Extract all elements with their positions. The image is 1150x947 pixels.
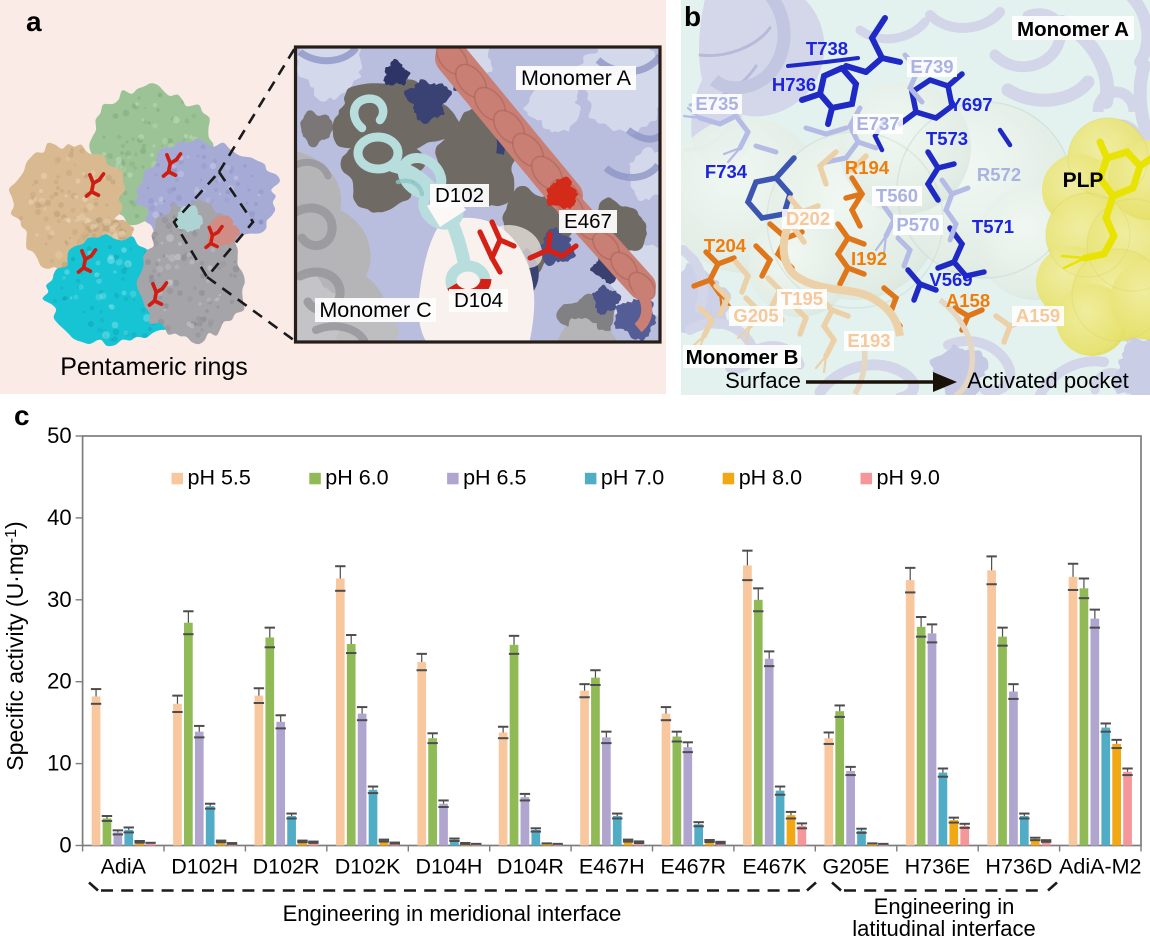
svg-text:T560: T560 (876, 185, 918, 206)
svg-text:Engineering in meridional inte: Engineering in meridional interface (283, 901, 622, 926)
svg-text:T571: T571 (972, 216, 1014, 237)
svg-text:T573: T573 (926, 128, 968, 149)
svg-text:Activated pocket: Activated pocket (967, 368, 1128, 393)
svg-text:latitudinal interface: latitudinal interface (852, 916, 1035, 941)
svg-text:pH 9.0: pH 9.0 (877, 465, 940, 489)
svg-text:D202: D202 (786, 208, 830, 229)
svg-text:Y697: Y697 (949, 94, 992, 115)
svg-text:pH 6.0: pH 6.0 (325, 465, 388, 489)
svg-text:Engineering in: Engineering in (874, 894, 1015, 919)
svg-text:H736E: H736E (905, 855, 971, 879)
svg-text:pH 6.5: pH 6.5 (463, 465, 526, 489)
svg-text:G205E: G205E (823, 855, 890, 879)
svg-text:30: 30 (47, 587, 71, 612)
svg-text:pH 8.0: pH 8.0 (739, 465, 802, 489)
svg-text:E467: E467 (564, 210, 612, 233)
svg-text:Monomer A: Monomer A (521, 66, 632, 90)
svg-text:A158: A158 (946, 290, 990, 311)
svg-text:E467K: E467K (742, 855, 807, 879)
svg-text:D104: D104 (454, 289, 503, 312)
svg-text:D102R: D102R (253, 855, 320, 879)
svg-text:D102H: D102H (171, 855, 238, 879)
svg-text:0: 0 (59, 833, 71, 858)
svg-text:AdiA-M2: AdiA-M2 (1059, 855, 1141, 879)
svg-text:50: 50 (47, 423, 71, 448)
svg-text:D102K: D102K (335, 855, 401, 879)
svg-text:G205: G205 (733, 305, 778, 326)
svg-text:R572: R572 (977, 164, 1021, 185)
svg-text:E193: E193 (847, 330, 890, 351)
svg-text:Monomer C: Monomer C (319, 298, 431, 322)
svg-text:pH 7.0: pH 7.0 (601, 465, 664, 489)
svg-text:A159: A159 (1016, 305, 1060, 326)
svg-text:D104H: D104H (416, 855, 483, 879)
svg-text:AdiA: AdiA (101, 855, 147, 879)
svg-text:10: 10 (47, 751, 71, 776)
svg-text:T738: T738 (806, 38, 848, 59)
svg-text:H736: H736 (772, 74, 816, 95)
svg-text:20: 20 (47, 669, 71, 694)
svg-text:c: c (14, 400, 30, 431)
svg-text:E739: E739 (910, 56, 953, 77)
svg-text:b: b (684, 1, 701, 32)
svg-text:E467H: E467H (579, 855, 645, 879)
svg-text:pH 5.5: pH 5.5 (188, 465, 251, 489)
svg-text:R194: R194 (845, 157, 890, 178)
svg-text:D104R: D104R (497, 855, 564, 879)
svg-text:E467R: E467R (660, 855, 726, 879)
svg-text:E735: E735 (695, 93, 738, 114)
svg-text:V569: V569 (929, 269, 972, 290)
svg-text:D102: D102 (435, 184, 484, 207)
svg-text:40: 40 (47, 505, 71, 530)
svg-text:Pentameric rings: Pentameric rings (60, 353, 248, 381)
svg-text:I192: I192 (851, 248, 887, 269)
svg-text:H736D: H736D (985, 855, 1052, 879)
svg-text:P570: P570 (896, 214, 939, 235)
svg-text:a: a (26, 6, 42, 37)
svg-text:Surface: Surface (725, 368, 801, 393)
svg-text:E737: E737 (856, 113, 899, 134)
svg-text:PLP: PLP (1063, 169, 1104, 192)
svg-text:T195: T195 (781, 288, 823, 309)
svg-text:Monomer B: Monomer B (686, 346, 799, 369)
svg-text:T204: T204 (704, 235, 747, 256)
svg-text:Monomer A: Monomer A (1017, 18, 1129, 41)
svg-text:Specific activity (U·mg-1): Specific activity (U·mg-1) (1, 521, 28, 770)
svg-text:F734: F734 (705, 161, 748, 182)
